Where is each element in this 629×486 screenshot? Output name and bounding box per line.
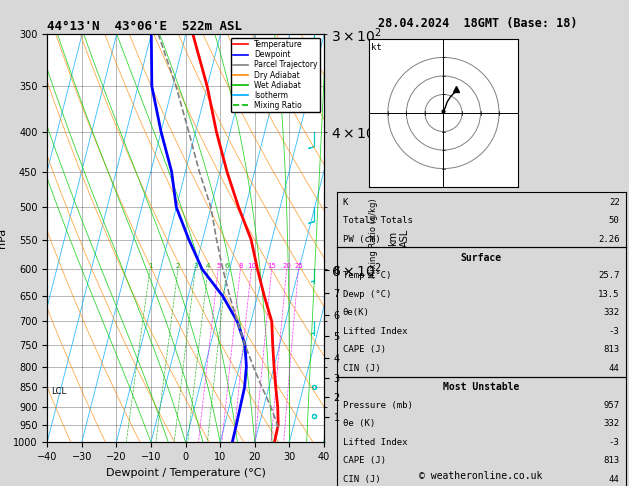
Text: Totals Totals: Totals Totals (343, 216, 413, 225)
Text: 44°13'N  43°06'E  522m ASL: 44°13'N 43°06'E 522m ASL (47, 20, 242, 33)
Text: Temp (°C): Temp (°C) (343, 272, 391, 280)
Text: Mixing Ratio (g/kg): Mixing Ratio (g/kg) (369, 198, 378, 278)
Text: K: K (343, 198, 348, 207)
Text: PW (cm): PW (cm) (343, 235, 381, 243)
Text: 20: 20 (282, 263, 291, 269)
Text: 44: 44 (609, 364, 620, 373)
Text: Most Unstable: Most Unstable (443, 382, 520, 392)
Text: 4: 4 (206, 263, 210, 269)
Text: 28.04.2024  18GMT (Base: 18): 28.04.2024 18GMT (Base: 18) (378, 17, 578, 30)
Y-axis label: km
ASL: km ASL (388, 229, 409, 247)
Text: 25: 25 (294, 263, 303, 269)
Text: 2: 2 (176, 263, 180, 269)
Text: 50: 50 (609, 216, 620, 225)
X-axis label: Dewpoint / Temperature (°C): Dewpoint / Temperature (°C) (106, 468, 265, 478)
Text: Lifted Index: Lifted Index (343, 327, 408, 336)
Text: 3: 3 (193, 263, 198, 269)
Text: LCL: LCL (51, 387, 66, 397)
Text: 15: 15 (267, 263, 276, 269)
Y-axis label: hPa: hPa (0, 228, 8, 248)
Text: Dewp (°C): Dewp (°C) (343, 290, 391, 299)
Text: 813: 813 (603, 456, 620, 465)
Text: θe (K): θe (K) (343, 419, 375, 428)
Text: 22: 22 (609, 198, 620, 207)
Text: Pressure (mb): Pressure (mb) (343, 401, 413, 410)
Text: Surface: Surface (460, 253, 502, 262)
Text: 2.26: 2.26 (598, 235, 620, 243)
Text: 332: 332 (603, 309, 620, 317)
Legend: Temperature, Dewpoint, Parcel Trajectory, Dry Adiabat, Wet Adiabat, Isotherm, Mi: Temperature, Dewpoint, Parcel Trajectory… (231, 38, 320, 112)
Text: 332: 332 (603, 419, 620, 428)
Text: 10: 10 (247, 263, 256, 269)
Text: CAPE (J): CAPE (J) (343, 346, 386, 354)
Text: 6: 6 (225, 263, 229, 269)
Text: kt: kt (371, 43, 382, 52)
Text: 8: 8 (238, 263, 243, 269)
Text: 25.7: 25.7 (598, 272, 620, 280)
Text: 44: 44 (609, 475, 620, 484)
Text: 1: 1 (148, 263, 152, 269)
Text: -3: -3 (609, 327, 620, 336)
Text: CIN (J): CIN (J) (343, 364, 381, 373)
Text: CIN (J): CIN (J) (343, 475, 381, 484)
Text: 813: 813 (603, 346, 620, 354)
Text: θe(K): θe(K) (343, 309, 370, 317)
Text: 957: 957 (603, 401, 620, 410)
Text: CAPE (J): CAPE (J) (343, 456, 386, 465)
Text: -3: -3 (609, 438, 620, 447)
Text: Lifted Index: Lifted Index (343, 438, 408, 447)
Text: © weatheronline.co.uk: © weatheronline.co.uk (420, 471, 543, 481)
Text: 5: 5 (216, 263, 220, 269)
Text: 13.5: 13.5 (598, 290, 620, 299)
